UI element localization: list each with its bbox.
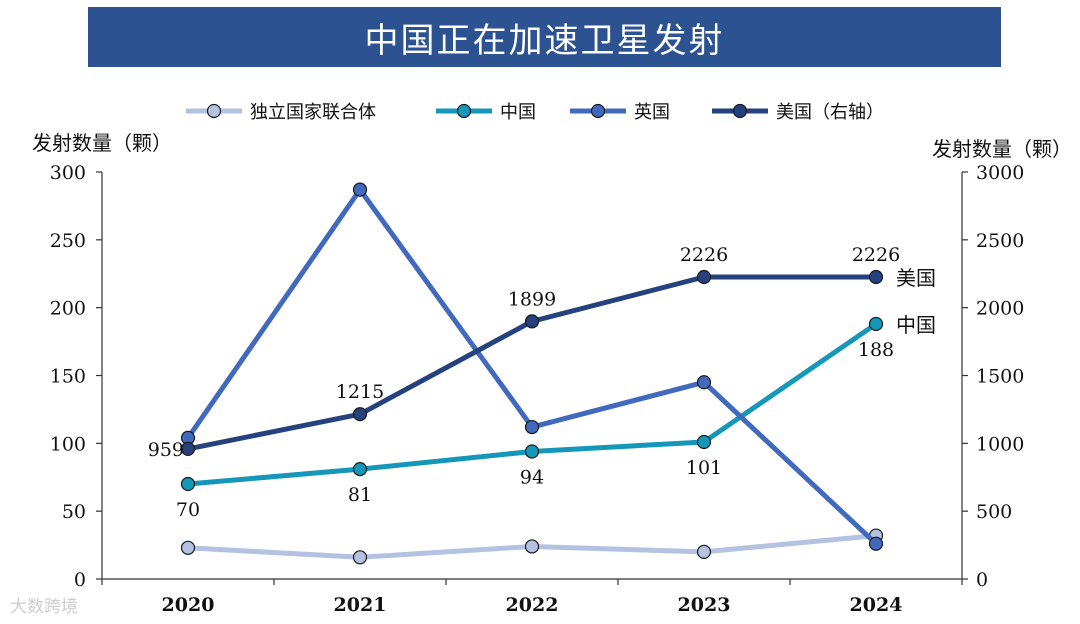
series-end-label: 中国: [896, 313, 936, 337]
y-left-tick-label: 300: [50, 162, 86, 184]
data-point: [524, 314, 540, 329]
data-point: [352, 407, 368, 422]
series-line: [185, 187, 878, 546]
data-point: [352, 462, 368, 477]
legend-label: 独立国家联合体: [250, 102, 376, 123]
y-right-tick-label: 1000: [976, 433, 1024, 455]
data-label: 81: [348, 484, 372, 506]
data-point: [352, 182, 368, 197]
data-label: 101: [686, 457, 722, 479]
data-label: 70: [176, 499, 200, 521]
y-right-tick-label: 1500: [976, 366, 1024, 388]
y-right-tick-label: 2500: [976, 230, 1024, 252]
data-point: [696, 269, 712, 285]
y-right-tick-label: 3000: [976, 162, 1024, 184]
data-label: 188: [858, 339, 894, 361]
data-label: 94: [520, 466, 544, 488]
y-right-tick-label: 500: [976, 501, 1012, 523]
y-left-tick-label: 250: [50, 230, 86, 252]
y-left-tick-label: 100: [50, 433, 86, 455]
x-tick-label: 2024: [850, 594, 903, 616]
data-point: [524, 419, 540, 435]
data-point: [696, 434, 712, 450]
legend-swatch-marker: [590, 103, 606, 119]
legend-label: 中国: [500, 102, 536, 123]
x-tick-label: 2020: [162, 594, 215, 616]
data-label: 2226: [680, 244, 728, 266]
data-point: [180, 540, 196, 555]
x-tick-label: 2022: [506, 594, 559, 616]
data-point: [524, 539, 540, 554]
x-tick-label: 2023: [678, 594, 731, 616]
series-line: [187, 321, 878, 487]
legend-swatch-marker: [456, 103, 472, 119]
legend-swatch-marker: [732, 103, 748, 119]
watermark: 大数跨境: [10, 597, 78, 617]
y-axis-title-right: 发射数量（颗）: [932, 137, 1072, 161]
legend-swatch-marker: [206, 103, 222, 119]
y-left-tick-label: 200: [50, 298, 86, 320]
data-point: [868, 269, 884, 285]
x-tick-label: 2021: [334, 594, 387, 616]
data-label: 1899: [508, 288, 556, 310]
series-end-label: 美国: [896, 266, 936, 290]
y-left-tick-label: 50: [62, 501, 86, 523]
data-label: 959: [148, 439, 184, 461]
y-axis-title-left: 发射数量（颗）: [32, 131, 172, 155]
y-left-tick-label: 0: [74, 569, 86, 591]
data-point: [180, 476, 196, 492]
data-point: [868, 536, 884, 551]
data-point: [524, 444, 540, 459]
y-right-tick-label: 2000: [976, 298, 1024, 320]
legend-label: 美国（右轴）: [776, 102, 884, 123]
title-bar: 中国正在加速卫星发射: [88, 7, 1001, 67]
data-point: [696, 375, 712, 390]
data-label: 1215: [336, 381, 384, 403]
data-point: [696, 544, 712, 559]
data-point: [352, 550, 368, 565]
y-left-tick-label: 150: [50, 366, 86, 388]
data-point: [868, 316, 884, 332]
legend-label: 英国: [634, 102, 670, 123]
chart-title: 中国正在加速卫星发射: [364, 20, 725, 61]
y-right-tick-label: 0: [976, 569, 988, 591]
data-point: [180, 441, 196, 456]
data-label: 2226: [852, 244, 900, 266]
